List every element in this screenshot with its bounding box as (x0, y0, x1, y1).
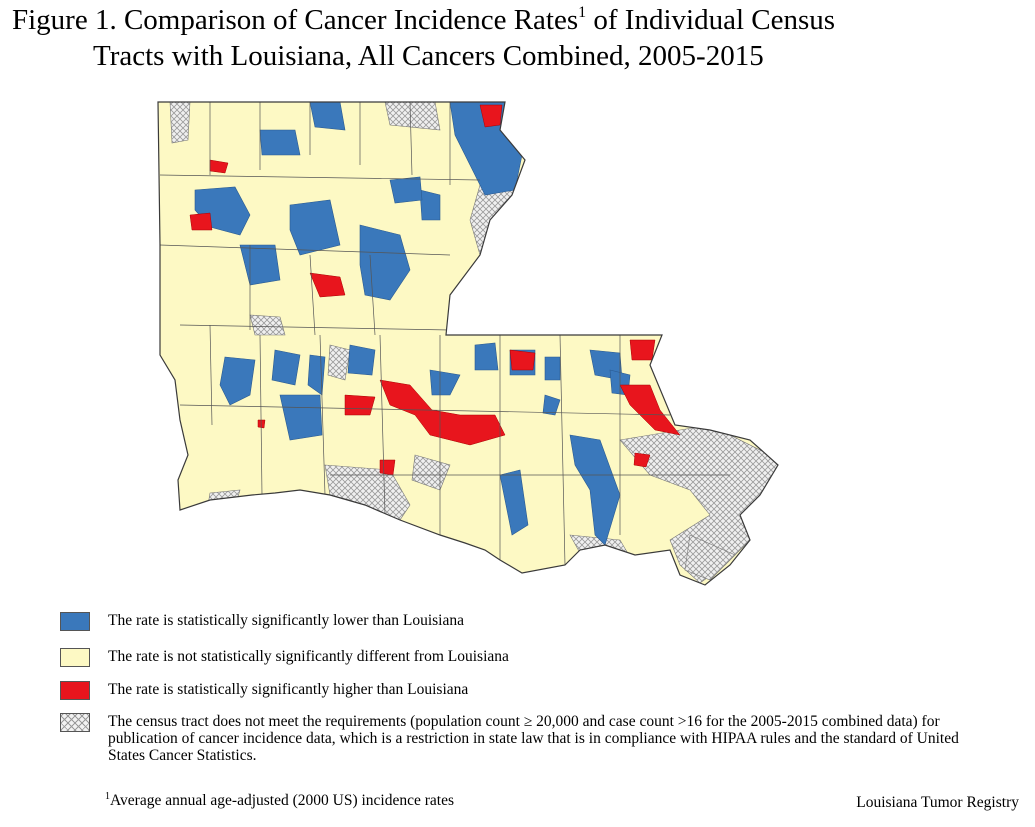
legend-swatch-nodiff (60, 648, 90, 667)
legend-swatch-higher (60, 681, 90, 700)
legend-label-suppressed: The census tract does not meet the requi… (108, 713, 959, 764)
legend-swatch-lower (60, 612, 90, 631)
legend-label-lower: The rate is statistically significantly … (108, 612, 464, 629)
footnote-marker: 1 (105, 791, 110, 802)
legend-item-higher: The rate is statistically significantly … (60, 681, 468, 700)
figure-title: Figure 1. Comparison of Cancer Incidence… (0, 2, 1035, 74)
title-text-b: of Individual Census (586, 4, 836, 36)
title-line-1: Figure 1. Comparison of Cancer Incidence… (0, 2, 1035, 38)
legend-item-suppressed: The census tract does not meet the requi… (60, 713, 968, 764)
legend-item-lower: The rate is statistically significantly … (60, 612, 464, 631)
title-text-a: Figure 1. Comparison of Cancer Incidence… (12, 4, 579, 36)
louisiana-tract-map (157, 101, 779, 586)
state-outline (157, 101, 779, 586)
footnote-text: Average annual age-adjusted (2000 US) in… (110, 792, 455, 809)
parish-boundaries (159, 102, 730, 566)
legend-label-nodiff: The rate is not statistically significan… (108, 648, 509, 665)
legend-swatch-suppressed (60, 713, 90, 732)
source-credit: Louisiana Tumor Registry (856, 794, 1019, 811)
footnote: 1Average annual age-adjusted (2000 US) i… (105, 792, 454, 810)
title-footnote-marker: 1 (578, 4, 587, 21)
legend-item-nodiff: The rate is not statistically significan… (60, 648, 509, 667)
state-fill (158, 102, 778, 585)
title-line-2: Tracts with Louisiana, All Cancers Combi… (93, 40, 764, 72)
legend-label-higher: The rate is statistically significantly … (108, 681, 469, 698)
